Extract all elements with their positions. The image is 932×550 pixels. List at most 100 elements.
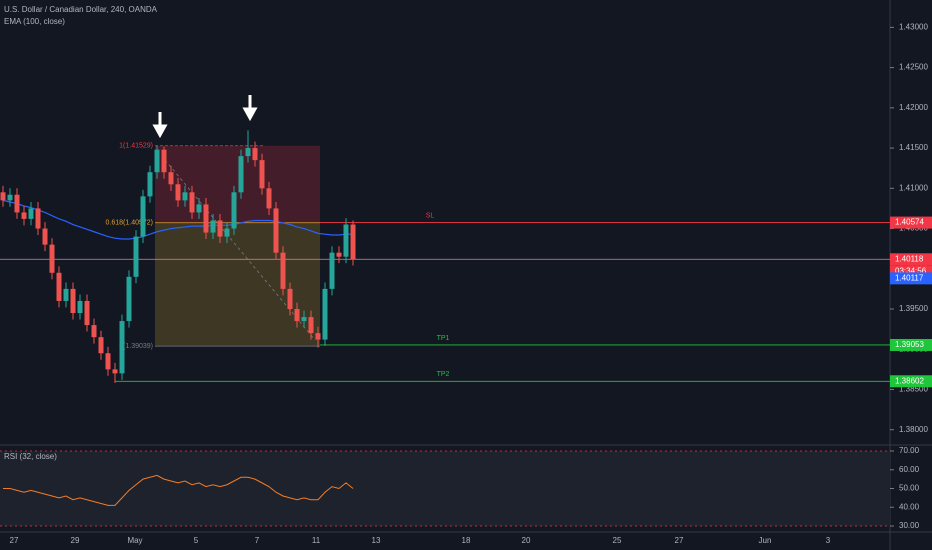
x-tick-label: 27: [10, 536, 19, 545]
level-tag-box: [890, 338, 932, 351]
candle-body: [203, 204, 209, 233]
candle-body: [322, 288, 328, 340]
current-price-tag: 1.40118: [895, 254, 924, 263]
candle-body: [133, 236, 139, 277]
x-tick-label: 29: [71, 536, 80, 545]
y-tick-label: 1.38000: [899, 425, 928, 434]
level-tag: 1.38602: [895, 376, 924, 385]
candle-body: [28, 208, 34, 219]
x-tick-label: May: [127, 536, 142, 545]
candle-body: [91, 325, 97, 338]
candle-body: [161, 149, 167, 173]
rsi-band: [0, 451, 890, 526]
candle-body: [84, 300, 90, 326]
candle-body: [343, 224, 349, 257]
arrows: [152, 95, 258, 139]
rsi-tick-label: 60.00: [899, 465, 920, 474]
ema-tag-box: [890, 272, 932, 285]
candle-body: [287, 288, 293, 310]
level-tag: 1.40574: [895, 218, 924, 227]
x-tick-label: 7: [255, 536, 260, 545]
candle-body: [119, 321, 125, 374]
candle-body: [280, 252, 286, 289]
candle-body: [154, 149, 160, 173]
candle-body: [266, 188, 272, 209]
candle-body: [259, 160, 265, 189]
candle-body: [70, 288, 76, 314]
candle-body: [147, 172, 153, 197]
candle-body: [329, 252, 335, 289]
candle-body: [98, 337, 104, 354]
y-tick-label: 1.42500: [899, 63, 928, 72]
level-tag-box: [890, 375, 932, 388]
candle-body: [238, 156, 244, 193]
level-label: TP2: [437, 371, 450, 378]
y-tick-label: 1.43000: [899, 22, 928, 31]
candle-body: [252, 148, 258, 161]
candle-body: [56, 272, 62, 301]
rsi-tick-label: 70.00: [899, 446, 920, 455]
y-tick-label: 1.42000: [899, 103, 928, 112]
candle-body: [42, 228, 48, 245]
symbol-title: U.S. Dollar / Canadian Dollar, 240, OAND…: [4, 5, 158, 14]
candle-body: [336, 252, 342, 257]
candle-body: [126, 276, 132, 322]
candle-body: [231, 192, 237, 229]
candle-body: [217, 220, 223, 237]
candle-body: [168, 172, 174, 185]
y-tick-label: 1.38500: [899, 385, 928, 394]
x-tick-label: 5: [194, 536, 199, 545]
candle-body: [189, 192, 195, 213]
x-tick-label: 25: [613, 536, 622, 545]
rsi-label: RSI (32, close): [4, 452, 57, 461]
x-tick-label: Jun: [759, 536, 772, 545]
x-tick-label: 27: [675, 536, 684, 545]
rsi-tick-label: 40.00: [899, 502, 920, 511]
candle-body: [7, 194, 13, 201]
candle-body: [245, 148, 251, 157]
x-tick-label: 18: [462, 536, 471, 545]
level-tag-box: [890, 216, 932, 229]
fib-label: 0(1.39039): [119, 343, 153, 350]
current-price-tag-box: [890, 253, 932, 266]
candle-body: [175, 184, 181, 201]
fib-label: 0.618(1.40572): [106, 220, 153, 227]
fib-zone-upper: [155, 145, 320, 223]
candle-body: [294, 309, 300, 322]
candle-body: [77, 300, 83, 314]
candle-body: [196, 204, 202, 213]
y-tick-label: 1.39500: [899, 304, 928, 313]
candle-body: [210, 220, 216, 233]
candle-body: [105, 353, 111, 370]
candle-body: [0, 192, 6, 201]
indicator-label: EMA (100, close): [4, 17, 65, 26]
candle-body: [350, 224, 356, 260]
candle-body: [21, 212, 27, 219]
rsi-line: [3, 474, 354, 506]
x-tick-label: 13: [372, 536, 381, 545]
candle-body: [315, 333, 321, 340]
candle-body: [14, 194, 20, 213]
rsi-tick-label: 30.00: [899, 521, 920, 530]
candle-body: [182, 192, 188, 201]
candle-body: [273, 208, 279, 253]
x-tick-label: 11: [312, 536, 321, 545]
level-tag: 1.39053: [895, 340, 924, 349]
y-tick-label: 1.41000: [899, 183, 928, 192]
fib-zone-lower: [155, 222, 320, 347]
x-tick-label: 20: [522, 536, 531, 545]
level-label: TP1: [437, 335, 450, 342]
candle-body: [49, 244, 55, 273]
candle-body: [224, 228, 230, 237]
rsi-tick-label: 50.00: [899, 484, 920, 493]
candle-body: [112, 369, 118, 374]
level-label: SL: [426, 212, 435, 219]
candle-body: [301, 317, 307, 322]
candle-body: [140, 196, 146, 237]
candle-body: [35, 208, 41, 229]
ema-line: [2, 199, 353, 240]
y-tick-label: 1.41500: [899, 143, 928, 152]
fib-label: 1(1.41529): [119, 143, 153, 150]
ema-tag: 1.40117: [895, 273, 924, 282]
